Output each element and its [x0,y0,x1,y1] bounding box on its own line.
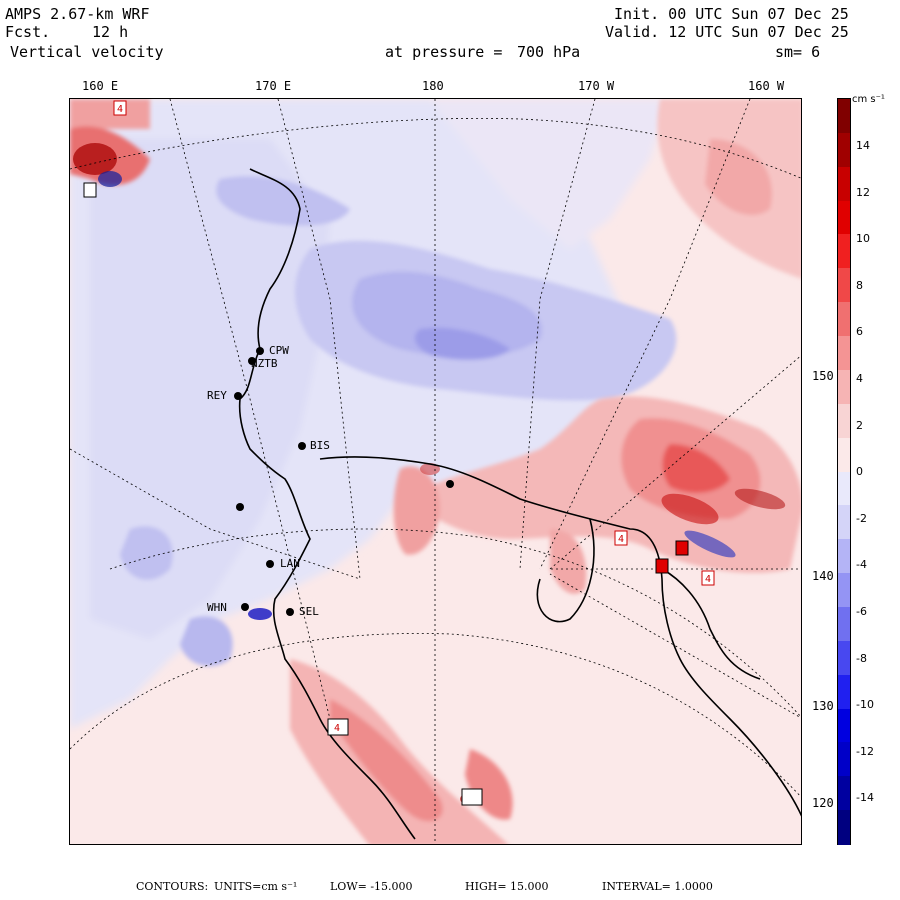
pressure-value: 700 hPa [517,43,581,61]
colorbar-segment [838,403,850,439]
init-time: Init. 00 UTC Sun 07 Dec 25 [614,5,849,23]
smoothing-value: sm= 6 [775,43,821,61]
colorbar-segment [838,674,850,710]
lon-label-170w: 170 W [578,79,615,93]
red-ascent-areas [70,99,801,844]
box-label: 4 [618,534,624,545]
colorbar-segment [838,539,850,574]
boxed-marker-labels: 4 4 4 4 [117,104,711,734]
station-dot-bis [298,442,306,450]
box-label: 4 [705,574,711,585]
stations [234,347,454,616]
valid-time: Valid. 12 UTC Sun 07 Dec 25 [605,23,849,41]
colorbar-tick-label: 10 [856,232,870,246]
station-label-sel: SEL [299,605,319,618]
station-dot-rey [234,392,242,400]
colorbar-tick-label: 0 [856,465,863,479]
blue-subsidence-area [120,176,677,667]
colorbar-tick-label: 2 [856,418,863,432]
station-label-nztb: NZTB [251,357,278,370]
colorbar-tick-label: -6 [856,605,867,618]
colorbar-segment [838,132,850,168]
colorbar-tick-label: -4 [856,558,867,572]
lon-label-170e: 170 E [255,79,292,93]
colorbar-tick-label: -10 [856,698,874,712]
colorbar-tick-label: 14 [856,139,870,152]
lon-label-160e: 160 E [82,79,119,93]
colorbar-tick-label: 4 [856,372,863,385]
box-label: 4 [117,104,123,115]
boxed-markers [83,100,715,806]
footer-units: UNITS=cm s⁻¹ [214,880,298,893]
colorbar [837,98,851,845]
box-label: 4 [334,723,340,734]
colorbar-tick-label: -2 [856,511,867,525]
colorbar-segment [838,234,850,269]
colorbar-segment [838,505,850,540]
colorbar-segment [838,99,850,134]
footer-interval: INTERVAL= 1.0000 [602,880,713,893]
model-title: AMPS 2.67-km WRF [5,5,150,23]
lon-label-160w: 160 W [748,79,785,93]
coastline [238,168,801,840]
station-label-whn: WHN [207,601,227,614]
colorbar-segment [838,437,850,473]
colorbar-segment [838,166,850,202]
colorbar-segment [838,369,850,405]
colorbar-segment [838,573,850,608]
footer-contours-label: CONTOURS: [136,880,209,893]
colorbar-tick-label: -8 [856,651,867,665]
colorbar-segment [838,640,850,676]
station-dot-sel [286,608,294,616]
colorbar-tick-label: 6 [856,325,863,339]
station-dot-coast [236,503,244,511]
station-label-lan: LAN [280,557,300,570]
colorbar-tick-label: 12 [856,185,870,199]
footer-low: LOW= -15.000 [330,880,413,893]
colorbar-segment [838,471,850,506]
colorbar-segment [838,810,850,845]
colorbar-segment [838,302,850,337]
station-label-cpw: CPW [269,344,289,357]
colorbar-segment [838,606,850,642]
colorbar-tick-label: -12 [856,744,874,758]
colorbar-tick-label: -14 [856,791,874,805]
vertical-velocity-map: 4 4 4 4 [70,99,801,844]
colorbar-units: cm s⁻¹ [852,94,885,105]
footer-high: HIGH= 15.000 [465,880,549,893]
forecast-label: Fcst. [5,23,51,41]
colorbar-segment [838,200,850,236]
colorbar-segment [838,708,850,743]
station-dot-whn [241,603,249,611]
station-dot-cpw [256,347,264,355]
light-blue-regions [70,99,670,729]
colorbar-segment [838,268,850,303]
pressure-label: at pressure = [385,43,503,61]
colorbar-segment [838,336,850,371]
colorbar-tick-label: 8 [856,278,863,292]
station-dot-lan [266,560,274,568]
colorbar-segment [838,742,850,777]
field-name: Vertical velocity [10,43,164,61]
lon-label-180: 180 [422,79,444,93]
station-label-bis: BIS [310,439,330,452]
station-dot-mid [446,480,454,488]
map-panel: 4 4 4 4 CPW NZTB REY BIS LAN WHN SEL [69,98,802,845]
colorbar-segment [838,776,850,811]
station-dot-nztb [248,357,256,365]
forecast-value: 12 h [92,23,129,41]
station-label-rey: REY [207,389,227,402]
